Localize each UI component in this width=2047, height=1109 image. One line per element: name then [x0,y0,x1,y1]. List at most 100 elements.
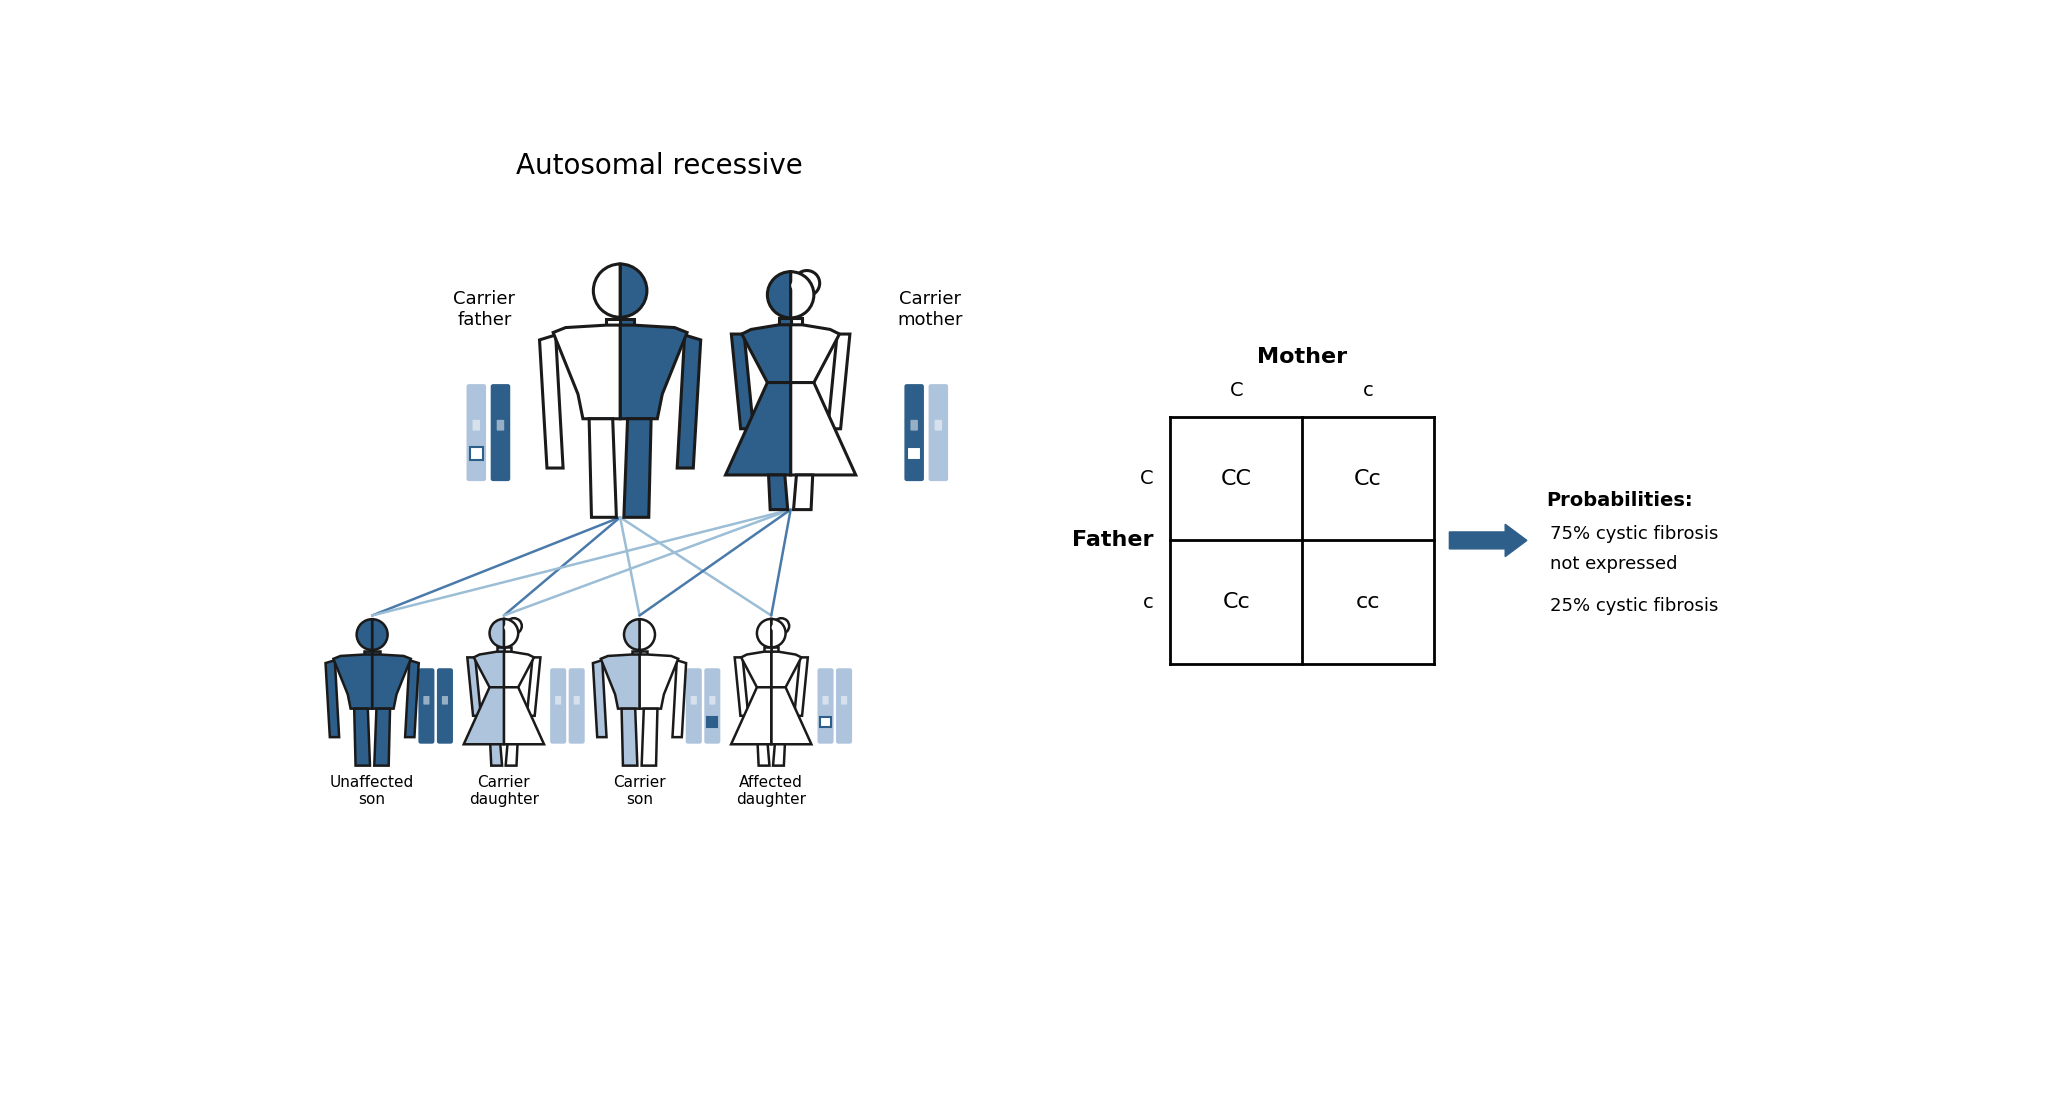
FancyBboxPatch shape [929,384,948,481]
Wedge shape [620,264,647,317]
Polygon shape [639,651,647,654]
Polygon shape [506,744,518,765]
Polygon shape [624,419,651,517]
Polygon shape [540,335,563,468]
Polygon shape [794,658,809,715]
Wedge shape [772,619,786,648]
Text: c: c [1363,381,1374,400]
FancyBboxPatch shape [708,696,714,704]
Bar [469,447,483,460]
Text: Father: Father [1071,530,1152,550]
Polygon shape [731,688,772,744]
Polygon shape [373,654,411,709]
FancyBboxPatch shape [935,420,942,430]
Polygon shape [334,654,373,709]
Polygon shape [473,652,504,688]
Wedge shape [356,619,373,650]
Text: Probabilities:: Probabilities: [1545,491,1693,510]
Polygon shape [467,658,481,715]
Text: Cc: Cc [1222,592,1251,612]
FancyBboxPatch shape [467,384,485,481]
Polygon shape [741,325,790,383]
Wedge shape [639,619,655,650]
Text: Autosomal recessive: Autosomal recessive [516,152,802,180]
Wedge shape [489,619,504,648]
Polygon shape [325,660,340,737]
Text: Carrier
son: Carrier son [614,775,665,807]
FancyBboxPatch shape [911,420,917,430]
FancyBboxPatch shape [491,384,510,481]
FancyBboxPatch shape [442,696,448,704]
Polygon shape [465,688,504,744]
FancyBboxPatch shape [835,669,852,744]
Polygon shape [678,335,700,468]
Polygon shape [364,651,373,654]
Text: 75% cystic fibrosis: 75% cystic fibrosis [1550,526,1719,543]
Polygon shape [504,648,512,652]
FancyBboxPatch shape [551,669,567,744]
Wedge shape [768,272,790,318]
Text: C: C [1230,381,1243,400]
Polygon shape [590,419,616,517]
Circle shape [506,618,522,634]
Polygon shape [641,709,657,765]
Text: 25% cystic fibrosis: 25% cystic fibrosis [1550,597,1719,614]
Polygon shape [526,658,540,715]
Polygon shape [622,709,637,765]
Polygon shape [780,318,790,325]
FancyBboxPatch shape [817,669,833,744]
Text: Mother: Mother [1257,347,1347,367]
Polygon shape [768,475,788,510]
FancyBboxPatch shape [436,669,452,744]
Polygon shape [772,648,778,652]
Polygon shape [774,744,784,765]
Polygon shape [764,648,772,652]
Polygon shape [553,325,620,419]
Polygon shape [735,658,749,715]
Polygon shape [790,383,856,475]
Wedge shape [624,619,639,650]
FancyBboxPatch shape [686,669,702,744]
Polygon shape [504,688,545,744]
Polygon shape [790,318,802,325]
FancyBboxPatch shape [690,696,696,704]
Polygon shape [504,652,534,688]
Text: Cc: Cc [1355,469,1382,489]
Polygon shape [633,651,639,654]
Text: Unaffected
son: Unaffected son [330,775,413,807]
Text: cc: cc [1355,592,1380,612]
FancyBboxPatch shape [555,696,561,704]
Polygon shape [620,325,688,419]
Polygon shape [354,709,371,765]
Circle shape [774,618,790,634]
FancyBboxPatch shape [573,696,579,704]
Polygon shape [772,688,811,744]
Polygon shape [772,652,800,688]
Bar [821,718,831,728]
Polygon shape [741,652,772,688]
Wedge shape [373,619,387,650]
Polygon shape [827,334,850,429]
Bar [493,447,508,460]
Text: CC: CC [1220,469,1253,489]
Bar [907,447,921,460]
FancyBboxPatch shape [823,696,829,704]
Polygon shape [497,648,504,652]
Text: Carrier
mother: Carrier mother [897,289,962,328]
Polygon shape [794,475,813,510]
Circle shape [794,271,819,296]
Circle shape [504,623,512,631]
FancyBboxPatch shape [418,669,434,744]
Polygon shape [375,709,391,765]
Circle shape [792,279,804,292]
Polygon shape [373,651,381,654]
Polygon shape [725,383,790,475]
FancyBboxPatch shape [497,420,504,430]
Polygon shape [731,334,753,429]
Text: c: c [1142,592,1152,611]
Polygon shape [620,318,635,325]
Circle shape [772,623,780,631]
FancyArrow shape [1449,525,1527,557]
FancyBboxPatch shape [905,384,923,481]
Wedge shape [757,619,772,648]
